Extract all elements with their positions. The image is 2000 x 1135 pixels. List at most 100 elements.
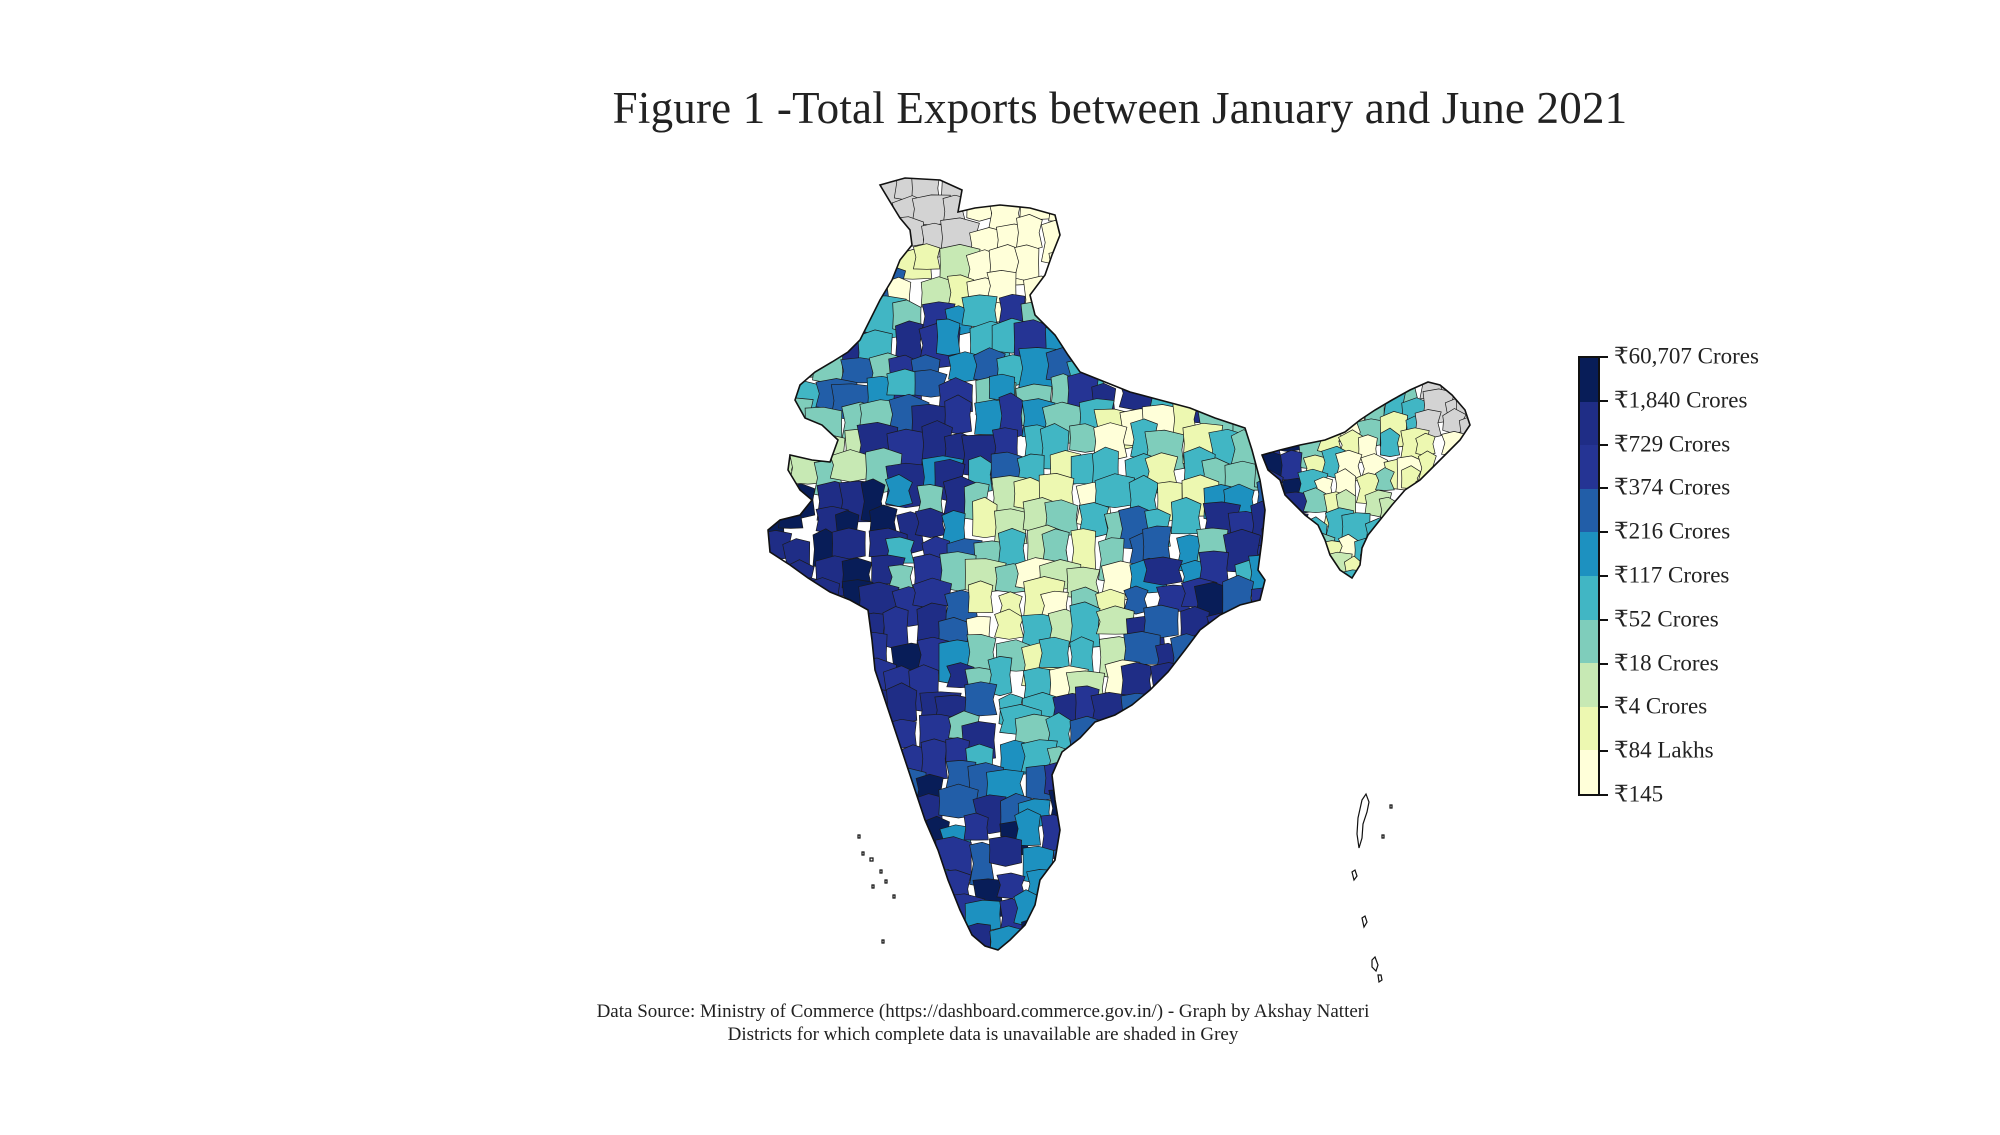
district-region — [1171, 840, 1198, 872]
district-region — [1095, 849, 1126, 895]
district-region — [1078, 295, 1114, 331]
district-region — [1208, 717, 1247, 760]
colorbar-tick-label: ₹4 Crores — [1614, 693, 1708, 719]
district-region — [1303, 549, 1334, 578]
colorbar-tick-label: ₹729 Crores — [1614, 431, 1731, 457]
district-region — [1342, 393, 1364, 422]
district-region — [1275, 391, 1308, 423]
district-region — [1262, 382, 1287, 390]
district-region — [1261, 523, 1265, 560]
district-region — [1071, 797, 1104, 829]
colorbar-tick-label: ₹84 Lakhs — [1614, 737, 1714, 763]
district-region — [972, 496, 998, 539]
district-region — [870, 796, 905, 837]
district-region — [1073, 263, 1111, 310]
district-region — [1273, 555, 1298, 578]
district-region — [1025, 764, 1063, 801]
district-region — [1231, 814, 1265, 855]
district-region — [834, 609, 870, 635]
district-region — [778, 604, 817, 647]
district-region — [1457, 490, 1470, 518]
district-region — [1195, 248, 1236, 293]
district-region — [1456, 526, 1470, 553]
district-region — [845, 202, 879, 238]
district-region — [768, 585, 795, 616]
district-region — [1173, 798, 1210, 834]
district-region — [1150, 267, 1189, 309]
colorbar-swatch — [1580, 706, 1598, 751]
district-region — [1250, 926, 1265, 950]
district-region — [1224, 785, 1264, 815]
district-region — [787, 788, 813, 818]
district-region — [890, 851, 923, 883]
district-region — [782, 708, 810, 746]
district-region — [1284, 414, 1316, 446]
district-region — [1120, 345, 1148, 379]
district-region — [1142, 348, 1176, 381]
district-region — [1253, 839, 1265, 882]
district-region — [994, 178, 1021, 199]
district-region — [1442, 472, 1469, 504]
district-region — [1231, 178, 1264, 212]
district-region — [1248, 277, 1265, 307]
district-region — [1228, 347, 1264, 391]
district-region — [1182, 213, 1218, 253]
district-region — [843, 943, 886, 950]
district-region — [963, 812, 989, 841]
colorbar-swatch — [1580, 445, 1598, 489]
district-region — [1125, 267, 1161, 299]
district-region — [1458, 446, 1470, 473]
district-region — [754, 953, 779, 996]
district-region — [1078, 738, 1104, 779]
district-region — [805, 610, 833, 658]
district-region — [768, 774, 796, 808]
district-region — [1149, 662, 1188, 710]
district-region — [1248, 319, 1265, 362]
district-region — [768, 736, 793, 773]
district-region — [1014, 244, 1040, 282]
colorbar-tick — [1600, 531, 1608, 534]
district-region — [970, 947, 997, 950]
district-region — [1231, 684, 1260, 723]
district-region — [937, 956, 973, 989]
colorbar-tick — [1600, 356, 1608, 358]
district-region — [1255, 767, 1265, 803]
district-region — [1278, 573, 1306, 578]
colorbar-tick — [1600, 794, 1608, 796]
district-region — [1016, 214, 1043, 251]
district-region — [1252, 178, 1265, 212]
district-region — [1176, 949, 1215, 950]
district-region — [1038, 924, 1067, 950]
district-region — [1221, 721, 1255, 760]
district-region — [1073, 244, 1099, 275]
district-region — [1375, 467, 1395, 491]
district-region — [834, 178, 867, 218]
district-region — [1102, 717, 1142, 761]
district-region — [790, 296, 823, 335]
district-region — [1397, 576, 1430, 578]
district-region — [1077, 871, 1110, 905]
colorbar-swatch — [1580, 576, 1598, 620]
district-region — [1156, 771, 1187, 800]
district-region — [1118, 795, 1148, 836]
district-region — [845, 250, 876, 297]
district-region — [1419, 514, 1449, 540]
district-region — [1038, 636, 1070, 668]
district-region — [768, 187, 810, 230]
district-region — [792, 733, 832, 770]
district-region — [1235, 663, 1265, 708]
figure-title: Figure 1 -Total Exports between January … — [612, 83, 1628, 133]
district-region — [814, 643, 856, 681]
district-region — [1151, 850, 1180, 882]
district-region — [780, 634, 810, 678]
colorbar-swatch — [1580, 663, 1598, 707]
district-region — [889, 822, 919, 857]
district-region — [1201, 786, 1229, 817]
district-region — [1463, 426, 1470, 462]
district-region — [768, 845, 789, 877]
district-region — [834, 304, 862, 347]
district-region — [1021, 915, 1062, 950]
district-region — [788, 245, 830, 286]
district-region — [1120, 178, 1155, 200]
